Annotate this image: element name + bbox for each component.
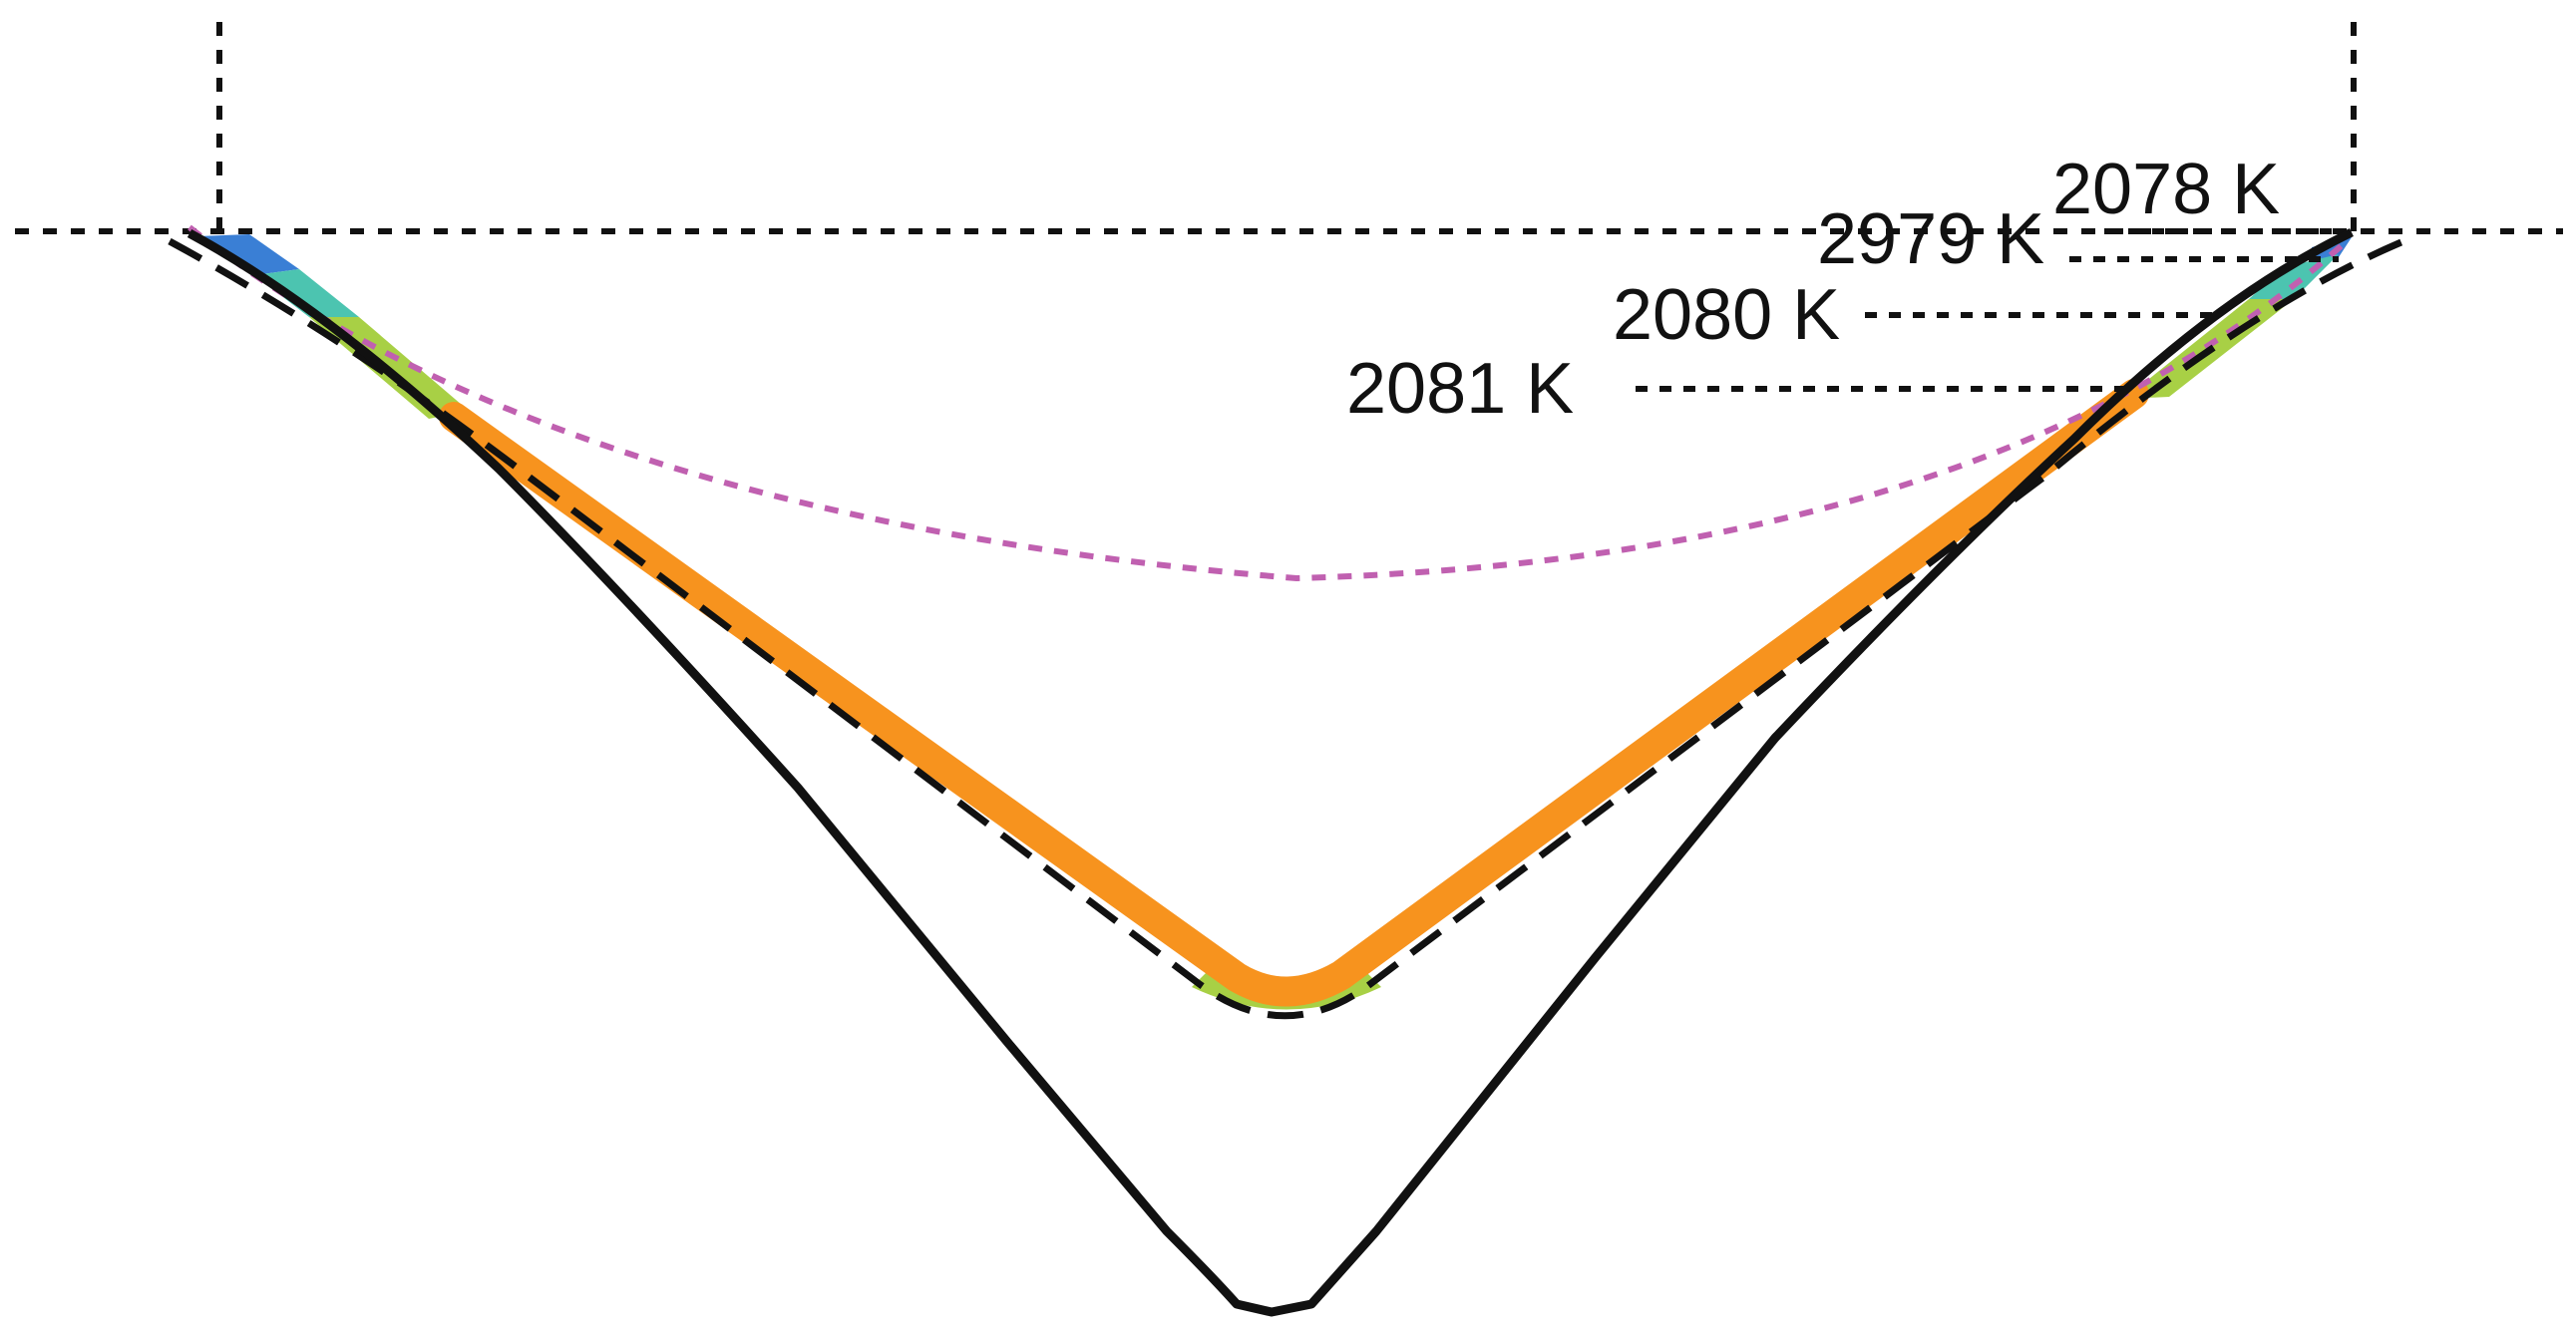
melt-zone-band (439, 379, 2149, 1007)
isotherm-label-2080k: 2080 K (1613, 275, 1840, 355)
weld-pool-outline (186, 227, 2354, 1317)
isotherm-label-2081k: 2081 K (1346, 349, 1574, 429)
left-blue-zone (197, 234, 299, 275)
left-teal-zone (254, 269, 359, 317)
isotherm-label-2078k: 2078 K (2052, 150, 2280, 229)
right-blue-zone (2312, 237, 2352, 261)
reference-profile-curve (187, 224, 2352, 582)
isotherm-label-2979k: 2979 K (1817, 199, 2044, 279)
dashed-boundary-curve (168, 237, 2405, 1020)
